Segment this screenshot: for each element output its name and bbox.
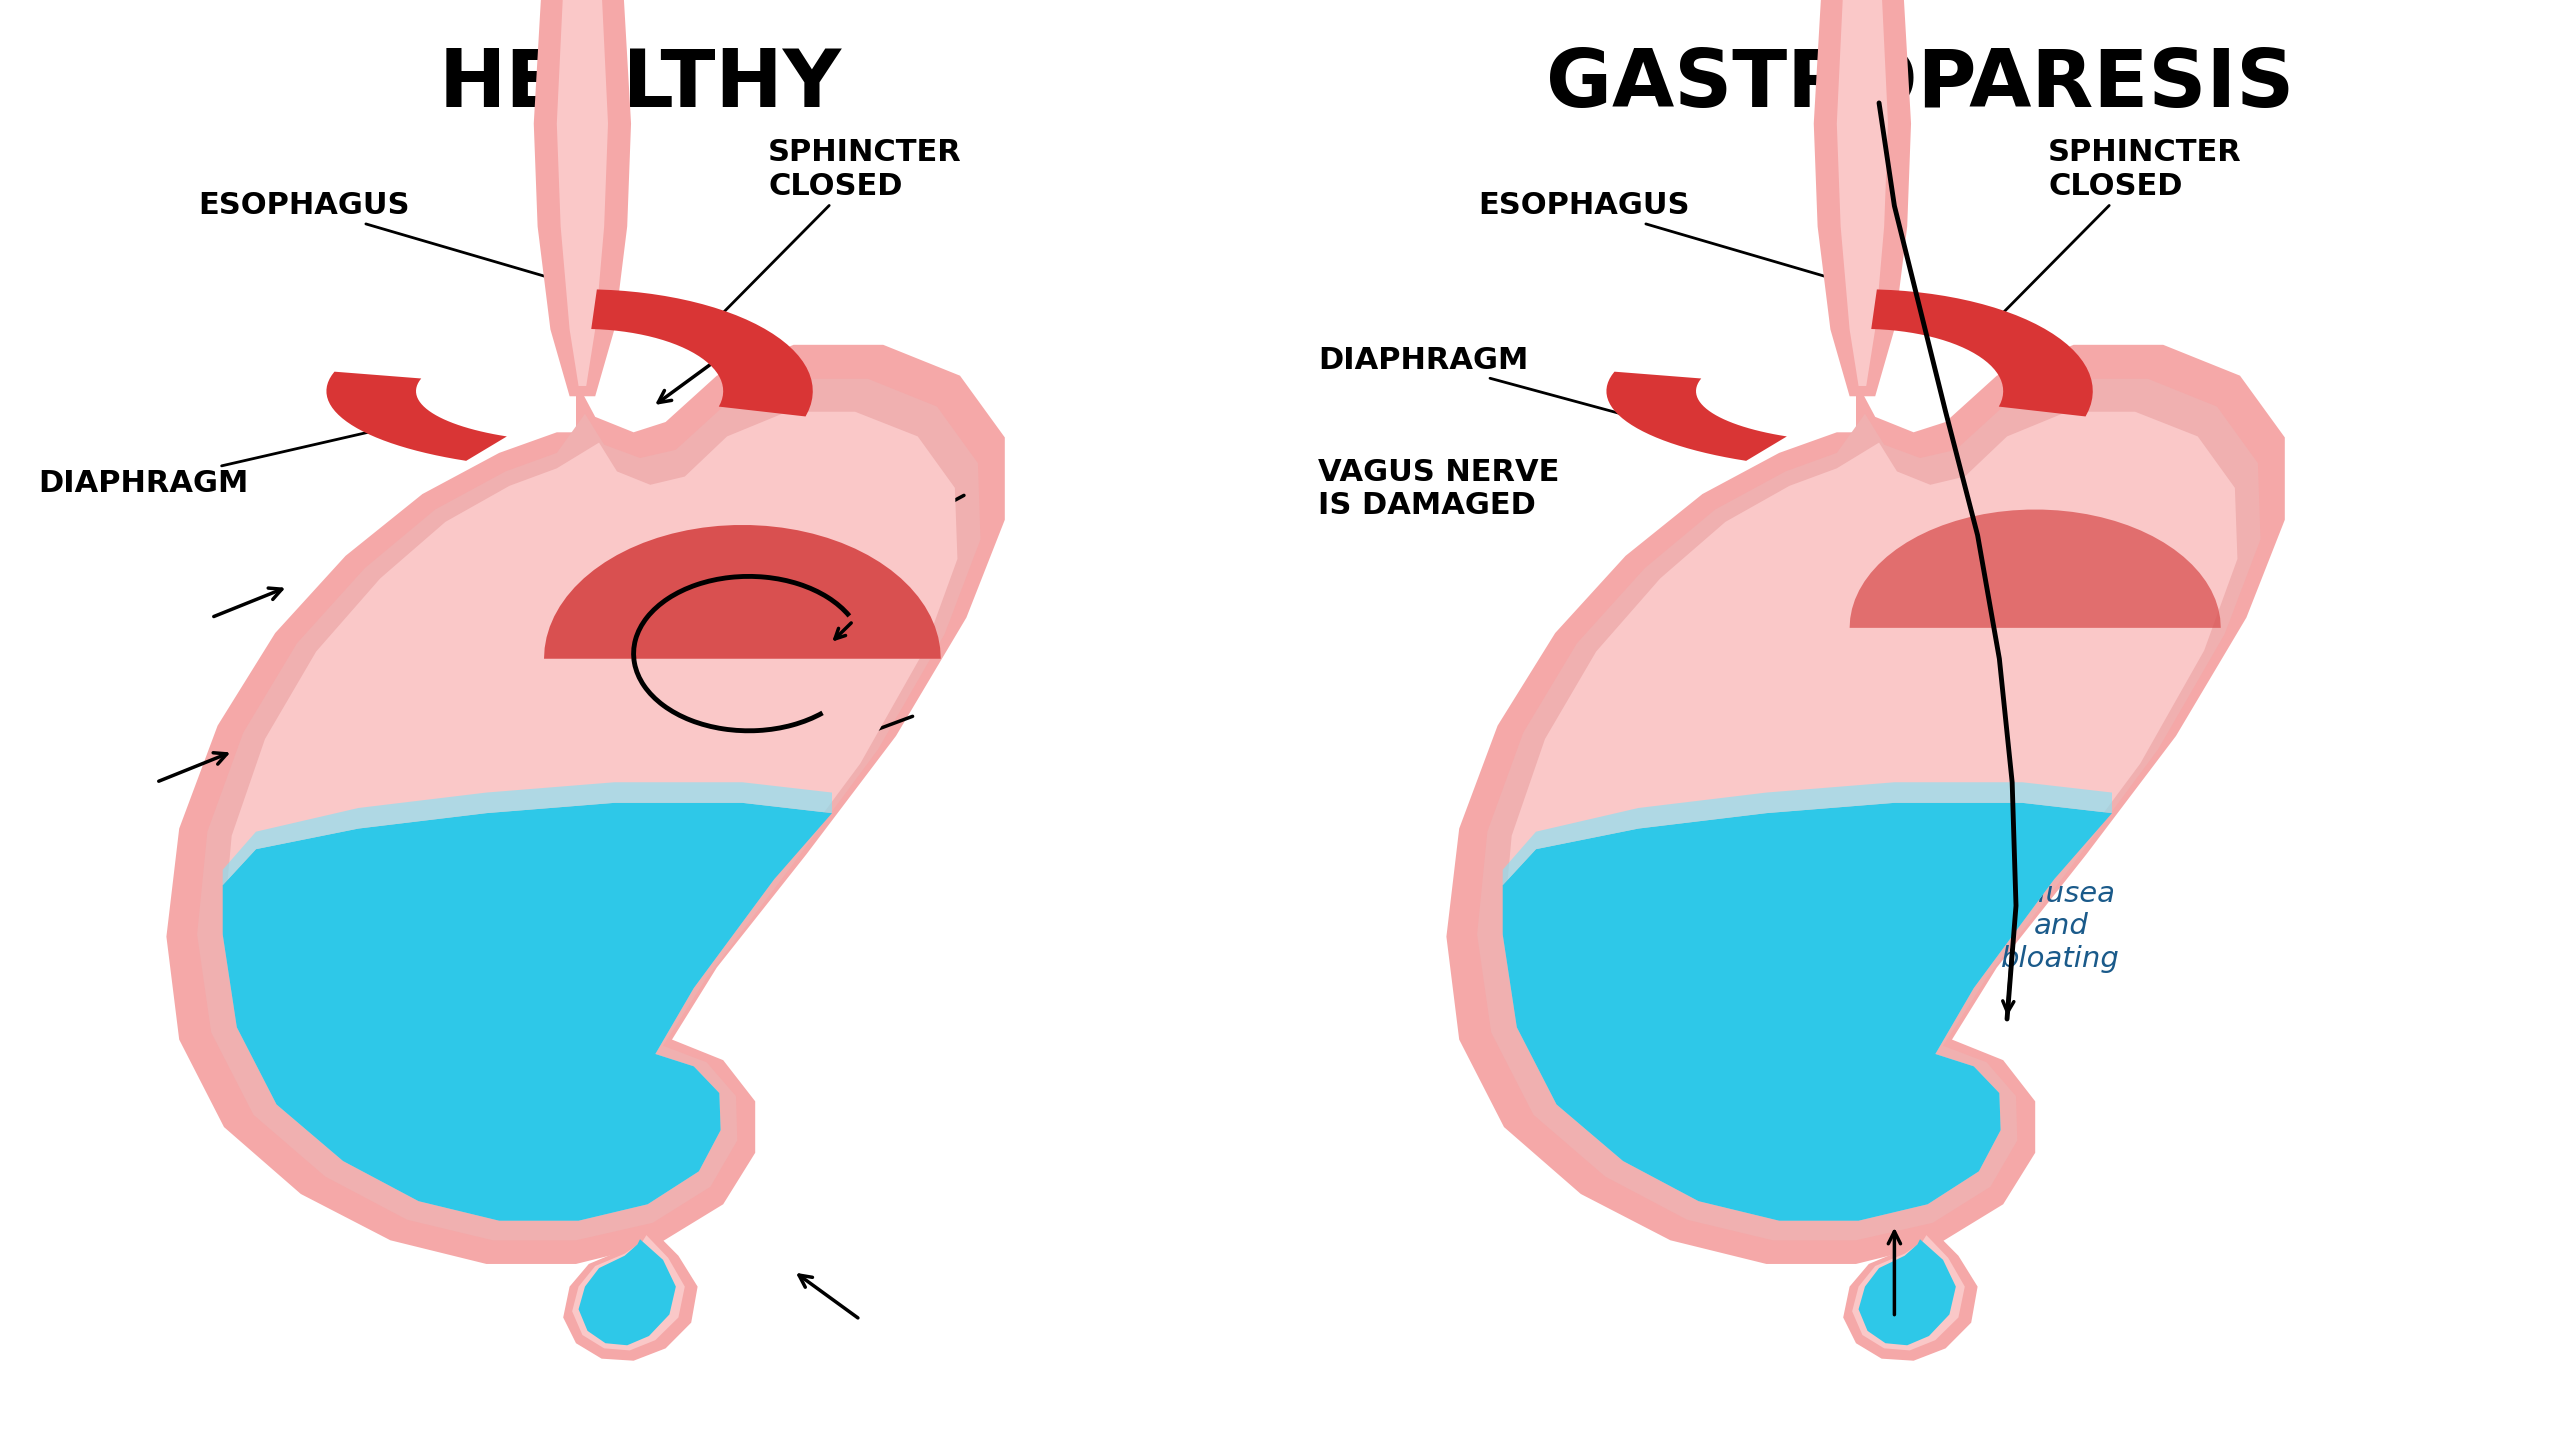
Polygon shape — [558, 0, 609, 386]
Polygon shape — [223, 412, 957, 1221]
Polygon shape — [1503, 412, 2237, 1221]
Polygon shape — [223, 803, 832, 1221]
Text: HEALTHY: HEALTHY — [438, 46, 842, 124]
Polygon shape — [1871, 290, 2092, 416]
Polygon shape — [166, 344, 1004, 1264]
Polygon shape — [1503, 782, 2112, 885]
Text: GASTROPARESIS: GASTROPARESIS — [1546, 46, 2294, 124]
Polygon shape — [1446, 344, 2286, 1264]
Polygon shape — [328, 372, 507, 461]
Text: ESOPHAGUS: ESOPHAGUS — [200, 192, 548, 277]
Text: SPHINCTER
CLOSED: SPHINCTER CLOSED — [719, 138, 963, 317]
Polygon shape — [1477, 379, 2260, 1241]
Polygon shape — [1853, 1235, 1966, 1350]
Text: PYLORIC
SPHINCTER: PYLORIC SPHINCTER — [1600, 999, 1905, 1182]
Polygon shape — [573, 1235, 686, 1350]
Polygon shape — [1503, 803, 2112, 1221]
Text: ESOPHAGUS: ESOPHAGUS — [1480, 192, 1828, 277]
Polygon shape — [1843, 1231, 1976, 1360]
Polygon shape — [1848, 510, 2222, 628]
Polygon shape — [535, 0, 630, 396]
Polygon shape — [545, 525, 942, 659]
Polygon shape — [1812, 0, 1910, 396]
Text: DIAPHRAGM: DIAPHRAGM — [38, 428, 387, 499]
Text: Nausea
and
bloating: Nausea and bloating — [2002, 880, 2120, 973]
Polygon shape — [563, 1231, 696, 1360]
Text: SPHINCTER
CLOSED: SPHINCTER CLOSED — [1999, 138, 2243, 317]
Polygon shape — [223, 782, 832, 885]
Polygon shape — [1608, 372, 1787, 461]
Polygon shape — [197, 379, 980, 1241]
Text: VAGUS NERVE
IS DAMAGED: VAGUS NERVE IS DAMAGED — [1318, 458, 1559, 520]
Polygon shape — [1859, 1239, 1956, 1346]
Polygon shape — [591, 290, 812, 416]
Polygon shape — [579, 1239, 676, 1346]
Polygon shape — [1838, 0, 1889, 386]
Text: DIAPHRAGM: DIAPHRAGM — [1318, 346, 1667, 427]
